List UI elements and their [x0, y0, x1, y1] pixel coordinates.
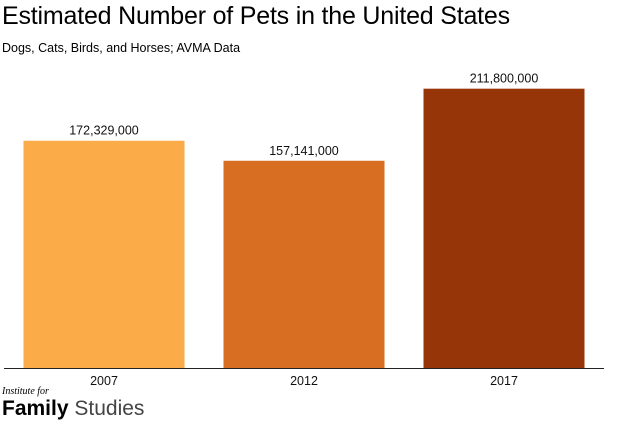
bar-2007 — [23, 140, 185, 368]
x-tick-label-2017: 2017 — [490, 374, 518, 388]
bar-2017 — [423, 88, 585, 368]
x-tick-label-2007: 2007 — [90, 374, 118, 388]
logo-word-studies: Studies — [74, 397, 145, 420]
logo-line-1: Institute for — [2, 386, 49, 397]
bar-2012 — [223, 160, 385, 368]
value-label-2017: 211,800,000 — [470, 72, 539, 86]
logo-word-family: Family — [2, 397, 69, 420]
chart-title: Estimated Number of Pets in the United S… — [2, 2, 510, 30]
publisher-logo: Institute for Family Studies — [2, 387, 144, 421]
x-tick-label-2012: 2012 — [290, 374, 318, 388]
value-label-2012: 157,141,000 — [269, 144, 339, 158]
value-label-2007: 172,329,000 — [69, 124, 139, 138]
chart-subtitle: Dogs, Cats, Birds, and Horses; AVMA Data — [2, 41, 241, 55]
